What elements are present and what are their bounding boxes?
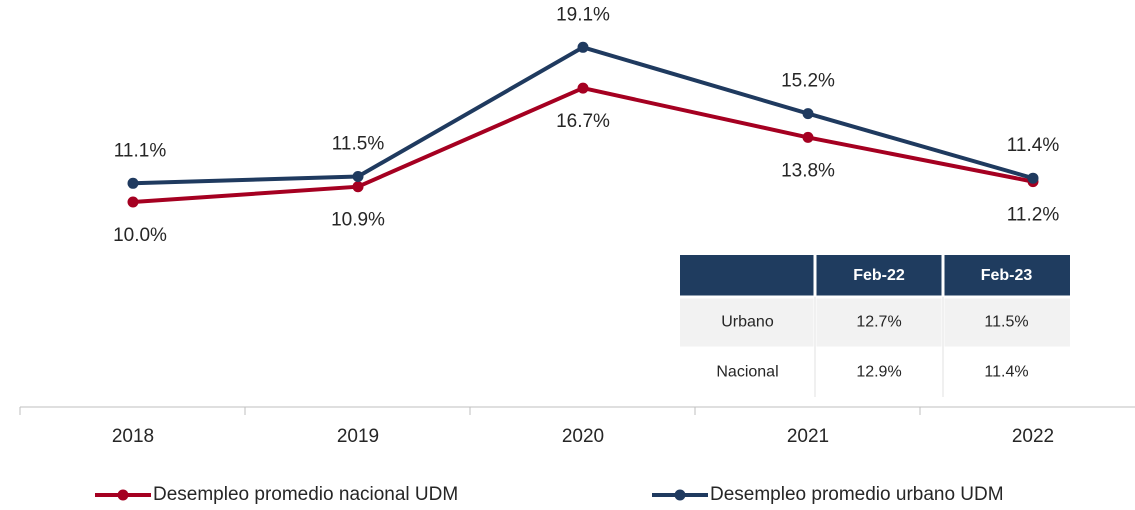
x-tick-label: 2021 [787,426,829,447]
table-cell: Urbano [721,314,774,331]
legend-swatch-marker [674,489,686,501]
point [802,108,814,120]
data-label: 13.8% [781,160,835,181]
data-label: 11.1% [114,140,167,161]
x-tick-label: 2022 [1012,426,1054,447]
point [352,171,364,182]
table-row-bg [680,348,1070,397]
legend-label: Desempleo promedio urbano UDM [710,484,1004,505]
table-cell: 12.7% [856,314,901,331]
legend-label: Desempleo promedio nacional UDM [153,484,458,505]
data-label: 11.2% [1007,205,1060,226]
table-cell: Nacional [716,364,778,381]
point [577,41,589,53]
table-header: Feb-23 [981,267,1033,284]
x-tick-label: 2020 [562,426,604,447]
data-label: 11.5% [332,134,385,155]
table-cell: 11.5% [984,314,1028,331]
x-tick-label: 2018 [112,426,154,447]
point [127,177,139,189]
table-row-bg [680,297,1070,348]
point [577,82,589,94]
point [127,196,139,208]
point [802,131,814,143]
table-header-bg [680,255,1070,297]
legend-swatch-marker [117,489,129,501]
data-label: 11.4% [1007,135,1060,156]
data-label: 19.1% [556,4,610,25]
data-label: 10.0% [113,225,167,246]
table-cell: 12.9% [856,364,901,381]
point [352,181,364,193]
table-header: Feb-22 [853,267,905,284]
table-cell: 11.4% [984,364,1028,381]
data-label: 10.9% [331,210,385,231]
data-label: 16.7% [556,111,610,132]
data-label: 15.2% [781,71,835,92]
point [1027,172,1039,184]
line [132,86,1034,204]
x-tick-label: 2019 [337,426,379,447]
